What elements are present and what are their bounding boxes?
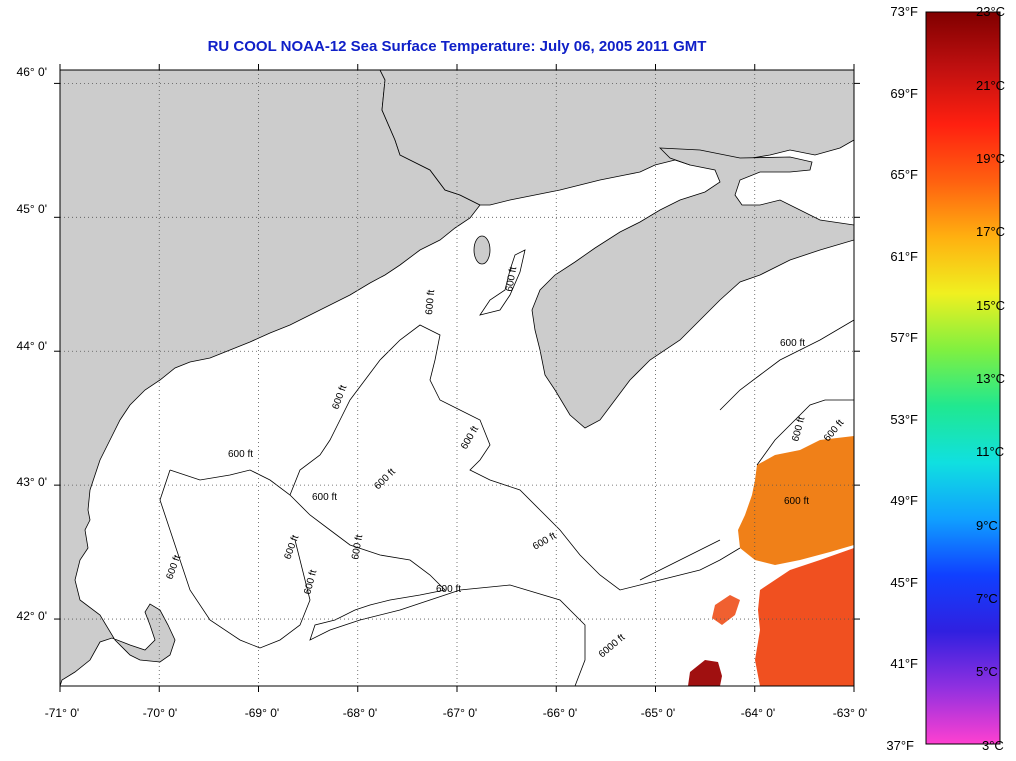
- lon-label: -71° 0': [45, 706, 79, 720]
- cb-f-label: 45°F: [890, 575, 918, 590]
- contour-label: 600 ft: [784, 496, 809, 507]
- contour-label: 600 ft: [312, 492, 337, 503]
- cb-f-label: 37°F: [886, 738, 914, 753]
- cb-f-label: 49°F: [890, 493, 918, 508]
- cb-f-label: 73°F: [890, 4, 918, 19]
- cb-c-label: 7°C: [976, 591, 998, 606]
- cb-f-label: 57°F: [890, 330, 918, 345]
- lon-label: -64° 0': [741, 706, 775, 720]
- cb-c-label: 21°C: [976, 78, 1005, 93]
- lon-label: -67° 0': [443, 706, 477, 720]
- lon-label: -65° 0': [641, 706, 675, 720]
- cb-c-label: 11°C: [976, 444, 1004, 459]
- lon-label: -68° 0': [343, 706, 377, 720]
- land-new-brunswick: [379, 70, 854, 206]
- colorbar: [925, 11, 1001, 745]
- lat-label: 46° 0': [17, 65, 47, 79]
- latitude-labels: 46° 0' 45° 0' 44° 0' 43° 0' 42° 0': [17, 65, 47, 623]
- contour-label: 600 ft: [228, 449, 253, 460]
- cb-f-label: 53°F: [890, 412, 918, 427]
- cb-f-label: 69°F: [890, 86, 918, 101]
- lon-label: -66° 0': [543, 706, 577, 720]
- cb-c-label: 3°C: [982, 738, 1004, 753]
- cb-c-label: 9°C: [976, 518, 998, 533]
- sst-patch-darkred: [688, 660, 722, 686]
- cb-f-label: 61°F: [890, 249, 918, 264]
- contour-label: 600 ft: [424, 289, 437, 315]
- depth-contours: [159, 249, 854, 686]
- cb-c-label: 19°C: [976, 151, 1005, 166]
- lat-label: 42° 0': [17, 609, 47, 623]
- sst-patch-orange: [738, 436, 854, 565]
- contour-label: 600 ft: [504, 266, 519, 293]
- cb-c-label: 17°C: [976, 224, 1005, 239]
- contour-label: 600 ft: [436, 584, 461, 595]
- colorbar-fahrenheit-labels: 73°F 69°F 65°F 61°F 57°F 53°F 49°F 45°F …: [886, 4, 918, 753]
- cb-f-label: 65°F: [890, 167, 918, 182]
- sst-patch-red-west: [712, 595, 740, 625]
- cb-c-label: 15°C: [976, 298, 1005, 313]
- cb-c-label: 23°C: [976, 4, 1005, 19]
- land-new-england: [60, 70, 481, 686]
- lat-label: 44° 0': [17, 339, 47, 353]
- sst-patch-red: [755, 548, 854, 686]
- lat-label: 45° 0': [17, 202, 47, 216]
- longitude-labels: -71° 0' -70° 0' -69° 0' -68° 0' -67° 0' …: [45, 706, 867, 720]
- land-cape-breton: [531, 147, 854, 429]
- cb-f-label: 41°F: [890, 656, 918, 671]
- land-grand-manan: [473, 235, 491, 265]
- graticule: [60, 70, 854, 686]
- axis-ticks: [54, 64, 860, 692]
- cb-c-label: 13°C: [976, 371, 1005, 386]
- colorbar-celsius-labels: 23°C 21°C 19°C 17°C 15°C 13°C 11°C 9°C 7…: [976, 4, 1005, 753]
- lon-label: -69° 0': [245, 706, 279, 720]
- contour-label: 600 ft: [780, 338, 805, 349]
- contour-label: 600 ft: [350, 534, 365, 561]
- lon-label: -63° 0': [833, 706, 867, 720]
- lat-label: 43° 0': [17, 475, 47, 489]
- map-title: RU COOL NOAA-12 Sea Surface Temperature:…: [207, 38, 707, 55]
- lon-label: -70° 0': [143, 706, 177, 720]
- cb-c-label: 5°C: [976, 664, 998, 679]
